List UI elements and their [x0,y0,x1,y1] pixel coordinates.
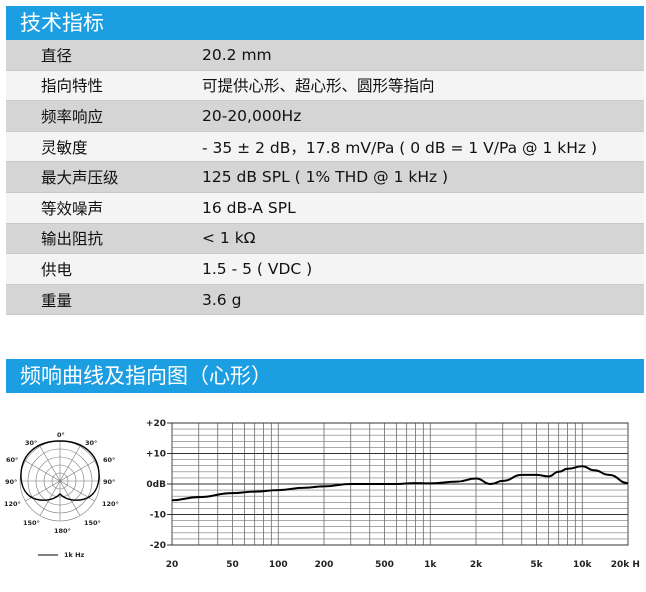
x-tick-label: 500 [375,560,394,570]
spec-label: 指向特性 [6,70,202,102]
spec-value: 可提供心形、超心形、圆形等指向 [202,70,644,102]
table-row: 供电 1.5 - 5 ( VDC ) [6,253,644,285]
polar-label: 150° [23,519,40,527]
spec-label: 等效噪声 [6,192,202,224]
spec-value: 20.2 mm [202,40,644,71]
spec-label: 输出阻抗 [6,223,202,255]
legend-label: 1k Hz [64,551,85,559]
table-row: 等效噪声 16 dB-A SPL [6,192,644,224]
y-axis: +20 +10 0dB -10 -20 [146,419,172,551]
polar-label: 180° [54,527,71,535]
table-row: 频率响应 20-20,000Hz [6,100,644,132]
x-axis: 20 50 100 200 500 1k 2k 5k 10k 20k Hz [166,560,640,570]
y-tick-label: 0dB [146,480,166,490]
spec-value: < 1 kΩ [202,223,644,255]
x-tick-label: 20 [166,560,179,570]
spec-label: 供电 [6,253,202,285]
specs-table: 直径 20.2 mm 指向特性 可提供心形、超心形、圆形等指向 频率响应 20-20,… [6,40,644,316]
spec-label: 直径 [6,40,202,71]
polar-label: 30° [85,439,97,447]
x-tick-label: 200 [315,560,334,570]
response-curve [171,465,629,502]
polar-label: 150° [84,519,101,527]
spec-value: 125 dB SPL ( 1% THD @ 1 kHz ) [202,161,644,193]
spec-value: 3.6 g [202,284,644,316]
x-tick-label: 100 [269,560,288,570]
polar-label: 0° [57,431,65,439]
polar-label: 90° [103,478,115,486]
spec-label: 灵敏度 [6,131,202,163]
polar-label: 60° [103,456,115,464]
polar-pattern-diagram: 0° 30° 30° 60° 60° 90° 90° 120° 120° 150… [4,431,119,559]
spec-value: - 35 ± 2 dB，17.8 mV/Pa ( 0 dB = 1 V/Pa @… [202,131,644,163]
spec-value: 20-20,000Hz [202,100,644,132]
y-tick-label: -20 [150,541,166,551]
x-tick-label: 5k [530,560,543,570]
table-row: 输出阻抗 < 1 kΩ [6,223,644,255]
spec-value: 1.5 - 5 ( VDC ) [202,253,644,285]
y-tick-label: +10 [146,450,166,460]
polar-label: 120° [4,500,21,508]
curves-title: 频响曲线及指向图（心形） [6,359,644,393]
y-tick-label: +20 [146,419,166,429]
polar-label: 90° [5,478,17,486]
x-tick-label: 10k [573,560,593,570]
polar-label: 30° [25,439,37,447]
polar-label: 120° [102,500,119,508]
spec-value: 16 dB-A SPL [202,192,644,224]
chart-grid [171,422,629,546]
x-tick-label: 50 [226,560,239,570]
x-tick-label: 2k [470,560,483,570]
x-tick-label: 20k Hz [611,560,640,570]
specs-title: 技术指标 [6,6,644,40]
table-row: 灵敏度 - 35 ± 2 dB，17.8 mV/Pa ( 0 dB = 1 V/P… [6,131,644,163]
spec-label: 最大声压级 [6,161,202,193]
spec-label: 重量 [6,284,202,316]
table-row: 直径 20.2 mm [6,40,644,71]
table-row: 指向特性 可提供心形、超心形、圆形等指向 [6,70,644,102]
table-row: 重量 3.6 g [6,284,644,316]
polar-grid [19,440,101,522]
cardioid-curve [20,440,100,501]
polar-label: 60° [6,456,18,464]
table-row: 最大声压级 125 dB SPL ( 1% THD @ 1 kHz ) [6,161,644,193]
y-tick-label: -10 [150,511,166,521]
x-tick-label: 1k [424,560,437,570]
spec-label: 频率响应 [6,100,202,132]
